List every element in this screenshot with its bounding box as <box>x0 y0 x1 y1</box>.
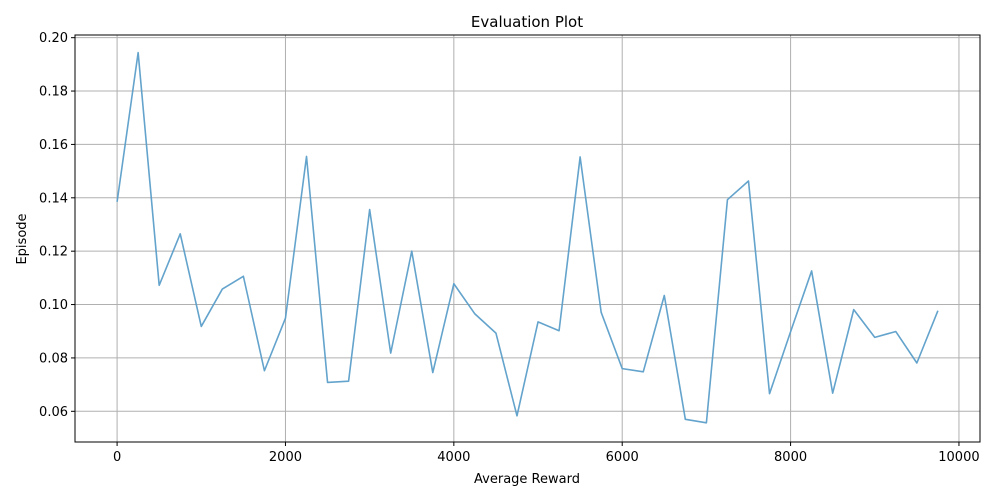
y-tick-label: 0.16 <box>39 138 68 153</box>
data-point <box>852 308 855 311</box>
data-point <box>789 330 792 333</box>
y-tick-label: 0.14 <box>39 191 68 206</box>
data-point <box>389 352 392 355</box>
data-point <box>894 330 897 333</box>
plot-frame <box>74 34 981 443</box>
data-point <box>137 51 140 54</box>
data-point <box>915 361 918 364</box>
x-tick-label: 4000 <box>437 450 470 465</box>
data-point <box>410 250 413 253</box>
x-tick-label: 0 <box>113 450 121 465</box>
data-point <box>768 392 771 395</box>
series-layer <box>115 51 939 424</box>
data-point <box>705 421 708 424</box>
data-point <box>873 336 876 339</box>
x-tick-label: 2000 <box>269 450 302 465</box>
data-point <box>473 312 476 315</box>
data-point <box>726 198 729 201</box>
y-tick-label: 0.10 <box>39 298 68 313</box>
data-point <box>452 282 455 285</box>
data-point <box>515 414 518 417</box>
series-line <box>116 51 939 424</box>
y-tick-label: 0.12 <box>39 245 68 260</box>
data-point <box>557 329 560 332</box>
x-tick-label: 10000 <box>938 450 979 465</box>
data-point <box>158 284 161 287</box>
data-point <box>305 155 308 158</box>
data-point <box>263 369 266 372</box>
data-point <box>179 232 182 235</box>
data-point <box>579 155 582 158</box>
data-point <box>621 367 624 370</box>
data-point <box>200 325 203 328</box>
data-point <box>663 294 666 297</box>
y-tick-label: 0.08 <box>39 351 68 366</box>
data-point <box>936 309 939 312</box>
data-point <box>115 200 118 203</box>
data-point <box>284 317 287 320</box>
chart-title: Evaluation Plot <box>471 13 583 31</box>
data-point <box>684 418 687 421</box>
x-tick-label: 6000 <box>606 450 639 465</box>
data-point <box>494 332 497 335</box>
y-axis-label: Episode <box>15 213 30 264</box>
data-point <box>810 269 813 272</box>
data-point <box>347 380 350 383</box>
x-tick-label: 8000 <box>774 450 807 465</box>
data-point <box>642 370 645 373</box>
data-point <box>221 287 224 290</box>
data-point <box>242 275 245 278</box>
data-point <box>536 320 539 323</box>
y-tick-label: 0.20 <box>39 31 68 46</box>
grid <box>75 35 980 442</box>
ticks: 0 2000 4000 6000 8000 10000 0.06 0.08 0.10 0.12 0.… <box>39 31 980 465</box>
y-tick-label: 0.18 <box>39 85 68 100</box>
y-tick-label: 0.06 <box>39 405 68 420</box>
data-point <box>600 311 603 314</box>
data-point <box>831 392 834 395</box>
data-point <box>747 179 750 182</box>
x-axis-label: Average Reward <box>474 472 580 487</box>
data-point <box>431 371 434 374</box>
data-point <box>368 208 371 211</box>
data-point <box>326 381 329 384</box>
